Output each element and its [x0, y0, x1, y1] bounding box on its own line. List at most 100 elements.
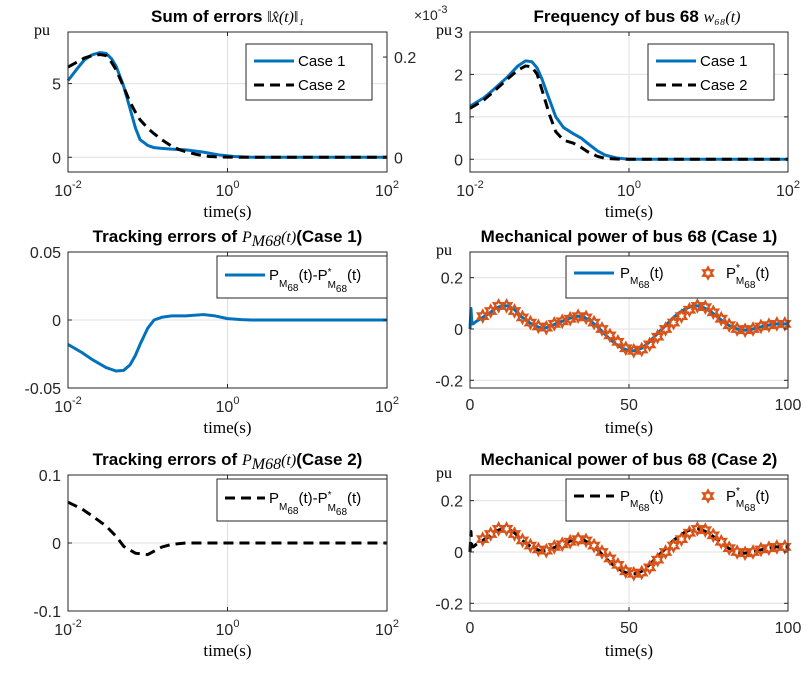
x-tick-exp: 2 [794, 179, 800, 191]
series-3-1-line [67, 313, 387, 373]
data-point [531, 541, 546, 558]
y-multiplier-base: ×10 [414, 7, 438, 23]
chart-title-math: P [241, 229, 252, 246]
x-tick-label: 100 [216, 179, 240, 200]
legend-label: PM68(t) [620, 265, 664, 291]
data-point [515, 309, 530, 326]
chart-title-suffix: (Case 1) [296, 227, 362, 246]
legend-label-part: 68 [287, 506, 299, 517]
x-tick-base: 10 [375, 183, 393, 200]
x-tick-exp: -2 [474, 179, 484, 191]
chart-title-math-t: (t) [281, 229, 296, 246]
x-tick-exp: 0 [233, 618, 239, 630]
y-tick-label: 0.2 [441, 494, 463, 511]
x-tick-base: 10 [375, 399, 393, 416]
legend-label-part: (t) [347, 490, 361, 507]
legend: PM68(t)-P* M68(t) [216, 255, 388, 299]
y-tick-label: -0.2 [435, 596, 463, 613]
chart-title: Tracking errors of PM68(t)(Case 2) [93, 450, 363, 473]
legend-label-part: (t)-P [298, 490, 327, 507]
chart-title: Mechanical power of bus 68 (Case 2) [481, 450, 778, 469]
data-point [571, 531, 585, 548]
data-point [722, 317, 736, 333]
x-tick-base: 10 [456, 183, 474, 200]
y-tick-label: 0.1 [39, 468, 61, 485]
legend: Case 1 Case 2 [245, 43, 373, 101]
data-point [650, 551, 665, 568]
x-tick-exp: -2 [72, 179, 82, 191]
x-tick-label: 100 [775, 397, 802, 414]
legend-label: Case 1 [700, 53, 748, 70]
data-point [619, 340, 633, 357]
x-axis-label: time(s) [203, 418, 251, 437]
data-point [579, 532, 593, 549]
legend-label-sub-68: 68 [638, 280, 650, 291]
x-axis-label: time(s) [203, 641, 251, 660]
x-tick-label: 0 [466, 620, 475, 637]
x-tick-label: 102 [776, 179, 800, 200]
legend-label-part: M [328, 503, 336, 514]
x-tick-label: 100 [775, 620, 802, 637]
y-axis-unit: pu [34, 22, 50, 39]
legend-label-p: P [620, 265, 630, 282]
x-tick-exp: 2 [393, 395, 399, 407]
legend-label-t: (t) [755, 488, 769, 505]
y-axis-unit: pu [436, 22, 452, 39]
x-tick-label: 0 [466, 397, 475, 414]
x-tick-base: 10 [216, 183, 234, 200]
series-2-2-line [469, 64, 788, 161]
legend-label: Case 2 [700, 77, 748, 94]
legend: PM68(t) P* M68(t) [565, 255, 789, 299]
data-point [642, 559, 657, 576]
data-point [499, 521, 514, 537]
legend-label-sub-68: 68 [744, 503, 756, 514]
x-tick-exp: 2 [393, 618, 399, 630]
data-point [579, 309, 593, 326]
data-point [523, 314, 538, 331]
data-point [523, 537, 538, 554]
data-point [507, 526, 522, 542]
data-point [531, 318, 546, 335]
y-multiplier-exp: -3 [438, 4, 448, 16]
data-point [595, 544, 609, 560]
legend-label-part: P [269, 267, 279, 284]
x-tick-base: 10 [54, 183, 72, 200]
chart-title-math: ‖x̂(t)‖₁ [267, 9, 304, 26]
legend-label-sub-m: M [630, 499, 638, 510]
legend-label: P* M68(t) [726, 263, 770, 291]
legend: PM68(t) P* M68(t) [565, 478, 789, 522]
chart-title-suffix: (Case 2) [296, 450, 362, 469]
data-point [595, 321, 609, 337]
chart-title-text: Tracking errors of [93, 227, 238, 246]
x-axis-label: time(s) [203, 202, 251, 221]
x-tick-label: 102 [375, 618, 399, 639]
chart-title-text: Sum of errors [151, 7, 262, 26]
x-tick-exp: 0 [635, 179, 641, 191]
x-tick-base: 10 [54, 622, 72, 639]
x-tick-exp: -2 [72, 395, 82, 407]
legend-label-part: 68 [336, 507, 348, 518]
legend-label-sub-m: M [736, 276, 744, 287]
legend-box [245, 43, 373, 101]
x-tick-label: 10-2 [54, 618, 82, 639]
x-tick-base: 10 [375, 622, 393, 639]
x-tick-base: 10 [216, 622, 234, 639]
legend-box [565, 478, 789, 522]
data-point [690, 298, 705, 314]
data-point [499, 298, 514, 314]
series-5-1-line [67, 500, 387, 557]
data-point [730, 321, 744, 337]
data-point [714, 533, 729, 550]
chart-title: Frequency of bus 68 w₆₈(t) [534, 7, 741, 26]
y-tick-label: 0.2 [441, 271, 463, 288]
y-tick-label: 0 [454, 152, 463, 169]
legend-box [216, 255, 388, 299]
legend-label-part: * [328, 490, 332, 501]
legend-marker [701, 488, 715, 504]
legend-label: PM68(t)-P* M68(t) [269, 490, 361, 518]
chart-title-text: Mechanical power of bus 68 (Case 2) [481, 450, 778, 469]
